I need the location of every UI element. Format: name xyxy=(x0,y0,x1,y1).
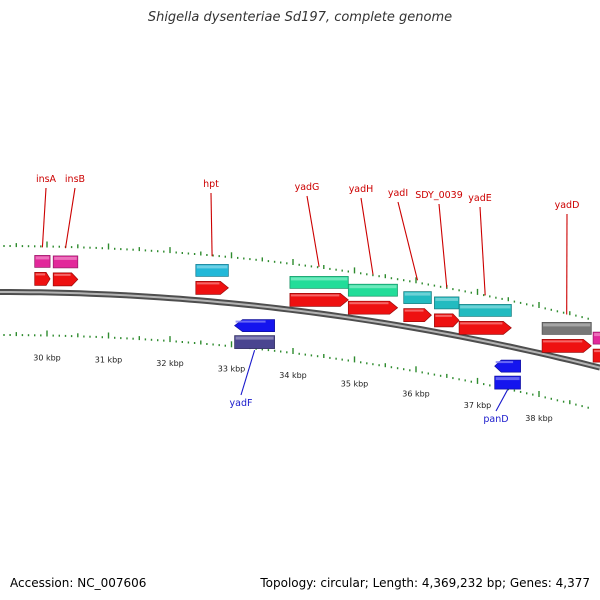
gene-label-yadg: yadG xyxy=(295,182,320,193)
cds-arrow-yadg-shine xyxy=(290,294,340,297)
cds-arrow-yade-shine xyxy=(460,322,503,325)
scale-label: 30 kbp xyxy=(33,354,61,363)
gene-label-yadd: yadD xyxy=(555,200,580,211)
cds-arrow-insb xyxy=(52,272,79,287)
leader-line-yadh xyxy=(360,197,374,275)
gene-block-insb-shine xyxy=(54,256,77,260)
gene-block-yade-shine xyxy=(460,305,511,309)
cds-arrow-right-edge-gene xyxy=(592,348,600,363)
cds-arrow-yadf-shine xyxy=(235,320,266,323)
cds-arrow-yadi xyxy=(403,308,432,322)
gene-block-hpt-shine xyxy=(196,265,228,269)
cds-arrow-yadd-shine xyxy=(543,340,583,343)
backbone-highlight xyxy=(0,291,600,369)
cds-arrow-hpt xyxy=(195,281,229,295)
scale-label: 32 kbp xyxy=(156,359,184,368)
leader-line-insb xyxy=(64,187,76,249)
gene-label-insa: insA xyxy=(36,174,57,185)
cds-arrow-pand-shine xyxy=(495,361,514,364)
gene-label-pand: panD xyxy=(483,414,508,425)
gene-block-yadg-shine xyxy=(290,277,348,281)
gene-block-yadi-shine xyxy=(404,292,431,296)
leader-line-pand xyxy=(495,389,509,412)
scale-label: 35 kbp xyxy=(341,379,369,388)
gene-label-insb: insB xyxy=(65,174,85,185)
leader-line-yadf xyxy=(240,350,256,396)
accession-text: Accession: NC_007606 xyxy=(10,576,147,590)
gene-block-yadf-shine xyxy=(235,336,274,340)
gene-label-sdy-0039: SDY_0039 xyxy=(415,190,463,201)
gene-block-right-edge-gene-shine xyxy=(594,333,600,337)
labels-layer: 30 kbp 31 kbp 32 kbp 33 kbp 34 kbp 35 kbp 36 k… xyxy=(33,174,579,425)
gene-label-yadi: yadI xyxy=(388,188,408,199)
gene-label-yadf: yadF xyxy=(230,398,253,409)
cds-arrow-insb-shine xyxy=(54,273,71,276)
scale-label: 34 kbp xyxy=(279,371,307,380)
topology-text: Topology: circular; Length: 4,369,232 bp… xyxy=(260,576,590,590)
scale-label: 37 kbp xyxy=(464,401,492,410)
gene-block-yadh-shine xyxy=(349,285,397,289)
cds-arrow-sdy-0039 xyxy=(434,313,460,328)
scale-label: 38 kbp xyxy=(525,414,553,423)
cds-arrow-yadh xyxy=(347,300,399,315)
cds-arrow-insa-shine xyxy=(35,273,46,276)
cds-arrow-yade xyxy=(458,321,512,335)
gene-block-insa-shine xyxy=(35,256,50,260)
gene-label-yadh: yadH xyxy=(349,184,374,195)
scale-label: 33 kbp xyxy=(218,364,246,373)
gene-block-pand-shine xyxy=(495,377,520,381)
leader-line-yadi xyxy=(397,201,419,281)
cds-arrow-yadi-shine xyxy=(404,309,424,312)
leader-line-yade xyxy=(479,206,486,296)
cds-arrow-right-edge-gene-shine xyxy=(594,350,600,353)
backbone-layer xyxy=(0,289,600,371)
gene-label-hpt: hpt xyxy=(203,179,219,190)
leader-line-yadg xyxy=(306,195,320,267)
cds-arrow-hpt-shine xyxy=(196,282,220,285)
cds-arrow-yadg xyxy=(289,293,349,307)
leader-line-insa xyxy=(41,187,47,248)
cds-arrow-sdy-0039-shine xyxy=(435,314,452,317)
gene-block-yadd-shine xyxy=(543,323,591,327)
leader-line-sdy-0039 xyxy=(438,203,448,288)
gene-label-yade: yadE xyxy=(468,193,491,204)
cds-arrow-yadh-shine xyxy=(349,302,389,305)
scale-label: 36 kbp xyxy=(402,389,430,398)
gene-block-sdy-0039-shine xyxy=(435,297,458,301)
scale-label: 31 kbp xyxy=(95,356,123,365)
cds-arrow-insa xyxy=(34,272,51,286)
features-layer xyxy=(34,255,600,390)
leader-line-hpt xyxy=(210,192,213,257)
cds-arrow-yadd xyxy=(541,339,592,353)
map-title: Shigella dysenteriae Sd197, complete gen… xyxy=(147,10,453,25)
gene-block-right-edge-gene xyxy=(592,331,600,345)
